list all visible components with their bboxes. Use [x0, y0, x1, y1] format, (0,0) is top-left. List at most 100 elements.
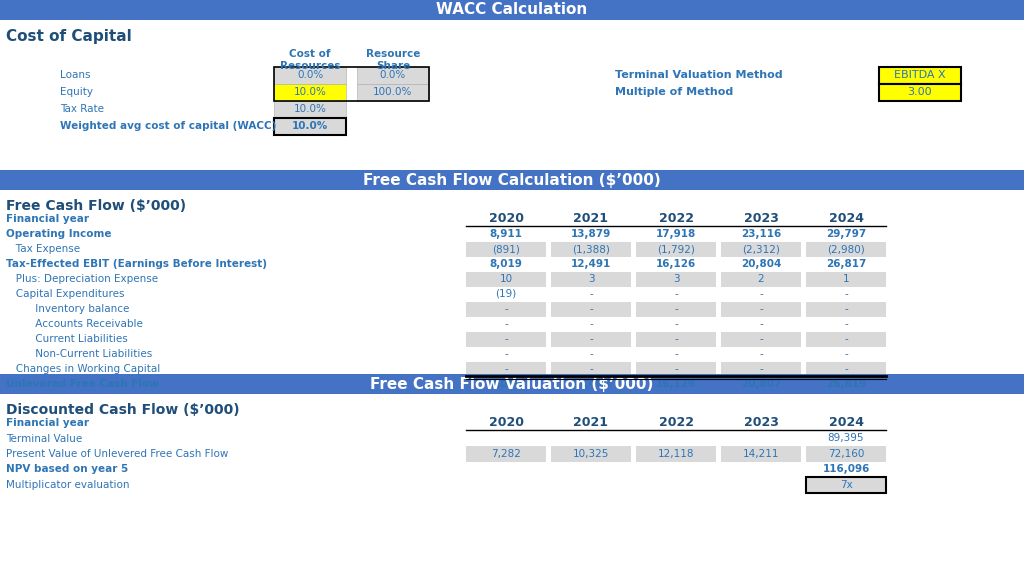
Text: -: -: [759, 319, 763, 329]
Text: 0.0%: 0.0%: [380, 70, 407, 80]
Text: 16,129: 16,129: [656, 379, 696, 389]
Bar: [806, 332, 886, 347]
Text: 23,116: 23,116: [741, 229, 781, 239]
Text: 116,096: 116,096: [822, 464, 869, 474]
Text: 100.0%: 100.0%: [374, 87, 413, 97]
Text: Accounts Receivable: Accounts Receivable: [6, 319, 143, 329]
Text: 10: 10: [500, 274, 513, 284]
Text: -: -: [674, 304, 678, 314]
Text: -: -: [589, 289, 593, 299]
Text: Free Cash Flow Valuation ($’000): Free Cash Flow Valuation ($’000): [371, 377, 653, 392]
Text: Multiple of Method: Multiple of Method: [615, 87, 733, 97]
Bar: [466, 242, 546, 257]
Text: -: -: [504, 319, 508, 329]
Text: 2023: 2023: [743, 417, 778, 429]
Bar: [551, 227, 631, 242]
Text: 2024: 2024: [828, 417, 863, 429]
Text: 2: 2: [758, 274, 764, 284]
Text: 72,160: 72,160: [827, 449, 864, 459]
Bar: [466, 302, 546, 317]
Text: Cost of Capital: Cost of Capital: [6, 28, 132, 43]
Text: 20,807: 20,807: [740, 379, 781, 389]
Bar: [0, 170, 1024, 190]
Bar: [721, 287, 801, 302]
Text: -: -: [589, 334, 593, 344]
Text: Present Value of Unlevered Free Cash Flow: Present Value of Unlevered Free Cash Flo…: [6, 449, 228, 459]
Text: Terminal Value: Terminal Value: [6, 433, 82, 444]
Text: (1,792): (1,792): [657, 244, 695, 254]
Bar: [806, 227, 886, 242]
Text: 20,804: 20,804: [740, 259, 781, 269]
Text: -: -: [504, 364, 508, 374]
Bar: [274, 84, 346, 100]
Bar: [466, 257, 546, 272]
Bar: [721, 302, 801, 317]
Bar: [551, 377, 631, 392]
Bar: [636, 362, 716, 377]
Text: -: -: [674, 319, 678, 329]
Bar: [551, 242, 631, 257]
Text: Loans: Loans: [60, 70, 90, 80]
Text: (19): (19): [496, 289, 517, 299]
Bar: [806, 431, 886, 446]
Text: 26,819: 26,819: [826, 379, 866, 389]
Bar: [806, 302, 886, 317]
Text: 3: 3: [588, 274, 594, 284]
Text: Terminal Valuation Method: Terminal Valuation Method: [615, 70, 782, 80]
Text: -: -: [674, 349, 678, 359]
Text: -: -: [844, 319, 848, 329]
Text: Resource
Share: Resource Share: [366, 49, 420, 71]
Text: (1,388): (1,388): [572, 244, 610, 254]
Text: -: -: [759, 364, 763, 374]
Bar: [551, 347, 631, 362]
Text: -: -: [589, 319, 593, 329]
Text: Weighted avg cost of capital (WACC): Weighted avg cost of capital (WACC): [60, 121, 276, 131]
Text: Operating Income: Operating Income: [6, 229, 112, 239]
Text: 12,491: 12,491: [570, 259, 611, 269]
Text: 2022: 2022: [658, 212, 693, 226]
Bar: [466, 446, 546, 462]
Bar: [357, 84, 429, 100]
Text: -: -: [589, 349, 593, 359]
Text: 26,817: 26,817: [825, 259, 866, 269]
Text: EBITDA X: EBITDA X: [894, 70, 946, 80]
Text: 10,325: 10,325: [572, 449, 609, 459]
Text: 89,395: 89,395: [827, 433, 864, 444]
Text: -: -: [844, 304, 848, 314]
Text: WACC Calculation: WACC Calculation: [436, 2, 588, 17]
Bar: [806, 477, 886, 493]
Bar: [466, 347, 546, 362]
Text: 7,282: 7,282: [492, 449, 521, 459]
Bar: [636, 272, 716, 287]
Text: -: -: [844, 334, 848, 344]
Text: 0.0%: 0.0%: [297, 70, 324, 80]
Text: -: -: [844, 364, 848, 374]
Text: Capital Expenditures: Capital Expenditures: [6, 289, 125, 299]
Text: -: -: [844, 289, 848, 299]
Bar: [466, 332, 546, 347]
Text: 8,019: 8,019: [489, 259, 522, 269]
Text: NPV based on year 5: NPV based on year 5: [6, 464, 128, 474]
Bar: [551, 362, 631, 377]
Text: -: -: [589, 364, 593, 374]
Text: 14,211: 14,211: [742, 449, 779, 459]
Bar: [551, 317, 631, 332]
Bar: [636, 257, 716, 272]
Text: 2021: 2021: [573, 212, 608, 226]
Text: -: -: [674, 364, 678, 374]
Bar: [721, 257, 801, 272]
Bar: [806, 347, 886, 362]
Text: -: -: [759, 349, 763, 359]
Bar: [879, 84, 961, 100]
Text: Inventory balance: Inventory balance: [6, 304, 129, 314]
Bar: [806, 272, 886, 287]
Bar: [274, 100, 346, 118]
Bar: [636, 302, 716, 317]
Bar: [274, 66, 346, 84]
Text: -: -: [504, 349, 508, 359]
Bar: [636, 317, 716, 332]
Bar: [551, 257, 631, 272]
Text: 29,797: 29,797: [826, 229, 866, 239]
Bar: [721, 446, 801, 462]
Bar: [721, 272, 801, 287]
